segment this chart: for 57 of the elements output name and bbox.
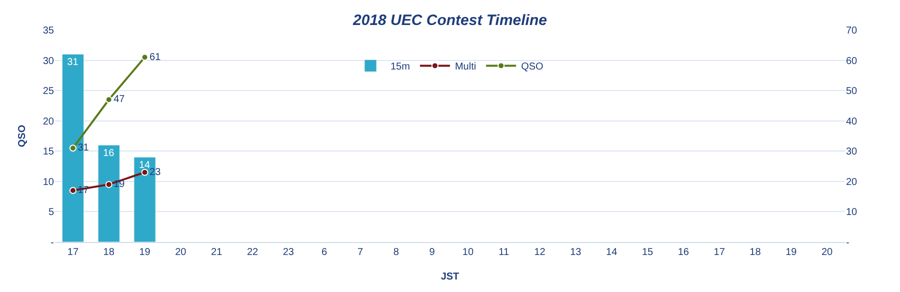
x-tick-label: 17 — [714, 247, 726, 258]
point — [69, 187, 76, 194]
x-tick-label: 14 — [606, 247, 618, 258]
point — [141, 54, 148, 61]
data-label: 47 — [114, 94, 126, 106]
data-label: 31 — [67, 57, 79, 68]
y-tick-label: 15 — [42, 146, 54, 158]
y-tick-label: 30 — [42, 56, 54, 67]
x-tick-label: 20 — [175, 247, 187, 258]
y2-tick-label: 10 — [846, 207, 858, 218]
x-tick-label: 6 — [322, 247, 328, 258]
point — [105, 96, 112, 104]
data-label: 14 — [138, 160, 151, 172]
y2-tick-label: 40 — [846, 116, 858, 128]
point — [141, 168, 148, 176]
x-tick-label: 9 — [429, 247, 436, 258]
legend-label: Multi — [454, 62, 476, 73]
x-tick-label: 10 — [462, 247, 474, 258]
y-tick-label: 10 — [42, 176, 54, 188]
x-tick-label: 7 — [357, 247, 364, 258]
y2-tick-label: 20 — [846, 176, 858, 188]
y-tick-label: 5 — [48, 207, 54, 218]
x-tick-label: 19 — [139, 247, 151, 258]
x-tick-label: 12 — [534, 247, 546, 258]
data-label: 61 — [150, 52, 162, 63]
y2-tick-label: 50 — [846, 86, 858, 98]
y2-tick-label: 30 — [846, 146, 858, 158]
x-tick-label: 20 — [821, 247, 834, 258]
y2-tick-label: 70 — [846, 26, 858, 36]
y-tick-label: 35 — [42, 26, 54, 36]
data-label: 16 — [103, 148, 115, 160]
x-tick-label: 18 — [750, 247, 762, 258]
chart-title: 2018 UEC Contest Timeline — [352, 12, 547, 30]
y2-tick-label: - — [846, 238, 850, 248]
y2-tick-label: 60 — [846, 56, 858, 67]
x-tick-label: 13 — [570, 247, 582, 258]
data-label: 17 — [78, 185, 90, 196]
x-tick-label: 16 — [678, 247, 690, 258]
y-axis-title: QSO — [16, 124, 28, 148]
x-axis-title: JST — [440, 272, 460, 282]
x-tick-label: 15 — [642, 247, 654, 258]
y-tick-label: 20 — [42, 116, 54, 128]
x-tick-label: 21 — [211, 247, 223, 258]
x-tick-label: 22 — [246, 247, 258, 258]
x-tick-label: 11 — [498, 247, 510, 258]
point — [69, 144, 76, 152]
x-tick-label: 23 — [282, 247, 294, 258]
y-tick-label: 25 — [42, 86, 54, 98]
x-tick-label: 18 — [103, 247, 115, 258]
point — [105, 180, 112, 188]
x-tick-label: 17 — [67, 247, 79, 258]
y-tick-label: - — [50, 238, 54, 248]
x-tick-label: 8 — [393, 247, 400, 258]
data-label: 19 — [114, 178, 126, 190]
legend-label: QSO — [521, 62, 544, 73]
x-tick-label: 19 — [786, 247, 798, 258]
legend-label: 15m — [390, 62, 410, 73]
